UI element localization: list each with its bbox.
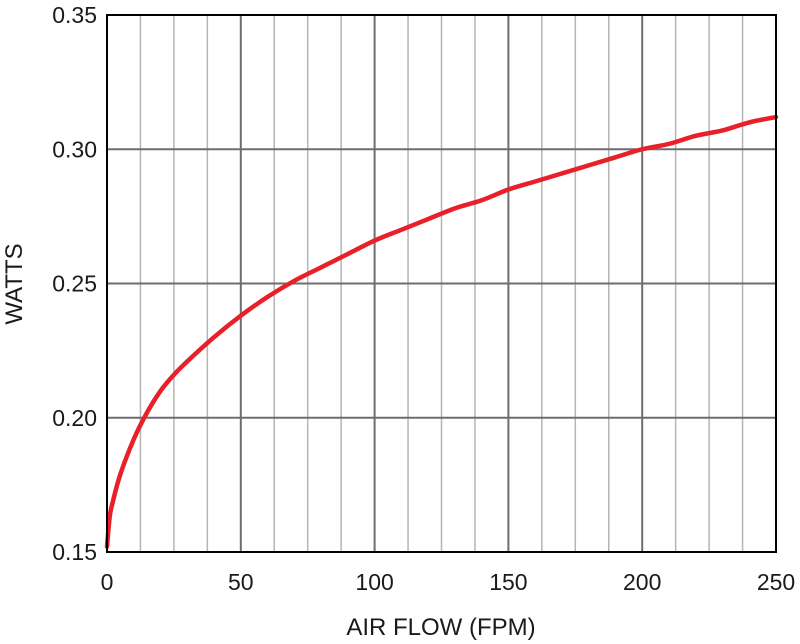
x-tick-label: 150 — [489, 569, 527, 595]
y-axis-title: WATTS — [1, 243, 28, 324]
series-line — [104, 114, 779, 549]
series-layer — [104, 114, 779, 549]
y-tick-label: 0.20 — [52, 405, 97, 431]
y-tick-label: 0.35 — [52, 2, 97, 28]
y-tick-label: 0.15 — [52, 539, 97, 565]
x-tick-label: 50 — [228, 569, 254, 595]
x-tick-label: 250 — [757, 569, 795, 595]
x-tick-label: 100 — [355, 569, 393, 595]
x-tick-label: 0 — [101, 569, 114, 595]
x-tick-label: 200 — [623, 569, 661, 595]
x-tick-labels: 0 50 100 150 200 250 — [101, 569, 796, 595]
y-tick-label: 0.25 — [52, 271, 97, 297]
y-tick-labels: 0.15 0.20 0.25 0.30 0.35 — [52, 2, 97, 565]
y-tick-label: 0.30 — [52, 136, 97, 162]
x-axis-title: AIR FLOW (FPM) — [346, 614, 535, 641]
major-grid — [107, 15, 776, 552]
plot-frame — [106, 14, 777, 553]
